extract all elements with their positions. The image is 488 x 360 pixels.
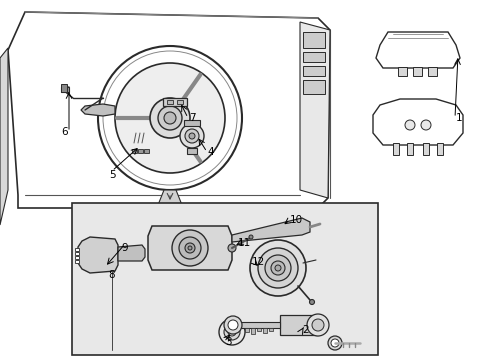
Polygon shape (375, 32, 459, 68)
Circle shape (115, 63, 224, 173)
Text: 6: 6 (61, 127, 68, 137)
Circle shape (274, 265, 281, 271)
Text: 3: 3 (224, 337, 231, 347)
Circle shape (306, 314, 328, 336)
Bar (75, 248, 79, 251)
Bar (186, 148, 197, 154)
Bar (268, 328, 272, 331)
Circle shape (180, 124, 203, 148)
Bar (412, 67, 421, 76)
Circle shape (327, 336, 341, 350)
Circle shape (98, 46, 242, 190)
Text: 1: 1 (455, 113, 461, 123)
Bar (167, 100, 173, 104)
Circle shape (227, 328, 236, 336)
Circle shape (420, 120, 430, 130)
Bar (427, 67, 436, 76)
Bar (436, 143, 442, 155)
Circle shape (248, 235, 252, 239)
Text: 12: 12 (251, 257, 264, 267)
Bar (257, 328, 261, 331)
Circle shape (158, 106, 182, 130)
Circle shape (264, 255, 290, 281)
Circle shape (311, 319, 324, 331)
Bar (183, 120, 200, 126)
Circle shape (258, 248, 297, 288)
Circle shape (249, 240, 305, 296)
Bar (422, 143, 428, 155)
Text: 8: 8 (108, 270, 115, 280)
Polygon shape (81, 104, 115, 116)
Text: 2: 2 (302, 325, 309, 335)
Circle shape (163, 112, 176, 124)
Bar (75, 260, 79, 263)
Bar (303, 80, 325, 94)
Bar (72, 203, 377, 355)
Polygon shape (240, 322, 280, 328)
Bar (244, 328, 248, 332)
Bar (75, 252, 79, 255)
Bar (303, 32, 325, 48)
Bar (392, 143, 398, 155)
Circle shape (227, 244, 236, 252)
Bar (132, 149, 137, 153)
Polygon shape (372, 99, 462, 145)
Circle shape (172, 230, 207, 266)
Circle shape (187, 246, 192, 250)
Text: 4: 4 (207, 147, 214, 157)
Text: 7: 7 (188, 113, 195, 123)
Polygon shape (299, 22, 329, 198)
Bar (61, 87, 69, 92)
Bar (303, 66, 325, 76)
Text: 11: 11 (237, 238, 250, 248)
Bar (177, 100, 183, 104)
Circle shape (404, 120, 414, 130)
Circle shape (179, 237, 201, 259)
Polygon shape (8, 12, 329, 208)
Bar (250, 328, 254, 334)
Circle shape (270, 261, 285, 275)
Polygon shape (118, 245, 145, 261)
Bar (406, 143, 412, 155)
Circle shape (227, 320, 238, 330)
Circle shape (309, 300, 314, 305)
Circle shape (150, 98, 190, 138)
Bar (397, 67, 406, 76)
Text: 10: 10 (289, 215, 302, 225)
Circle shape (189, 133, 195, 139)
Text: 9: 9 (122, 243, 128, 253)
Text: 5: 5 (108, 170, 115, 180)
Bar (138, 149, 142, 153)
Polygon shape (148, 226, 231, 270)
Circle shape (184, 243, 195, 253)
Bar (163, 98, 186, 106)
Bar (280, 315, 317, 335)
Circle shape (224, 324, 240, 340)
Circle shape (330, 339, 338, 347)
Circle shape (219, 319, 244, 345)
Bar (303, 52, 325, 62)
Bar (61, 84, 67, 92)
Bar (263, 328, 266, 333)
Polygon shape (0, 48, 8, 225)
Polygon shape (156, 190, 183, 210)
Polygon shape (78, 237, 118, 273)
Polygon shape (231, 218, 309, 242)
Bar (143, 149, 149, 153)
Circle shape (103, 51, 237, 185)
Bar (75, 256, 79, 259)
Circle shape (184, 129, 199, 143)
Circle shape (224, 316, 242, 334)
